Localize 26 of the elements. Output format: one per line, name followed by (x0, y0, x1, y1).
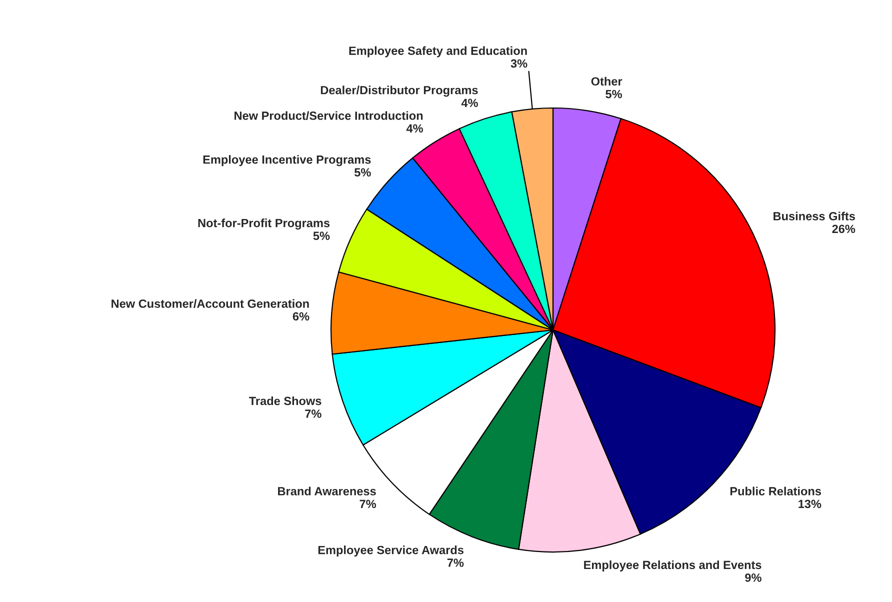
data-label: 7% (360, 500, 376, 508)
slice-label: Business Gifts (774, 212, 855, 220)
data-label: 7% (305, 410, 322, 418)
data-label: 3% (510, 59, 528, 68)
data-label: 5% (313, 232, 330, 240)
slice-label: Not-for-Profit Programs (198, 218, 330, 230)
data-label: 13% (798, 500, 822, 508)
slice-label: Dealer/Distributor Programs (320, 86, 478, 97)
slice-label: Employee Relations and Events (584, 560, 762, 572)
slice-label: New Customer/Account Generation (112, 299, 309, 308)
slice-label: Public Relations (730, 486, 822, 496)
data-label: 9% (745, 573, 762, 582)
slice-label: Employee Service Awards (318, 546, 464, 557)
data-label: 7% (447, 558, 464, 567)
data-label: 5% (606, 90, 622, 98)
slice-label: Brand Awareness (278, 486, 376, 496)
slice-label: Trade Shows (249, 396, 322, 406)
data-label: 4% (461, 98, 478, 108)
data-label: 4% (406, 124, 423, 133)
slice-label: Other (591, 76, 622, 86)
slice-label: Employee Incentive Programs (203, 155, 371, 166)
slice-label: New Product/Service Introduction (234, 111, 423, 120)
data-label: 26% (832, 224, 856, 234)
data-label: 6% (292, 312, 310, 321)
data-label: 5% (354, 168, 371, 177)
slice-label: Employee Safety and Education (349, 46, 527, 58)
